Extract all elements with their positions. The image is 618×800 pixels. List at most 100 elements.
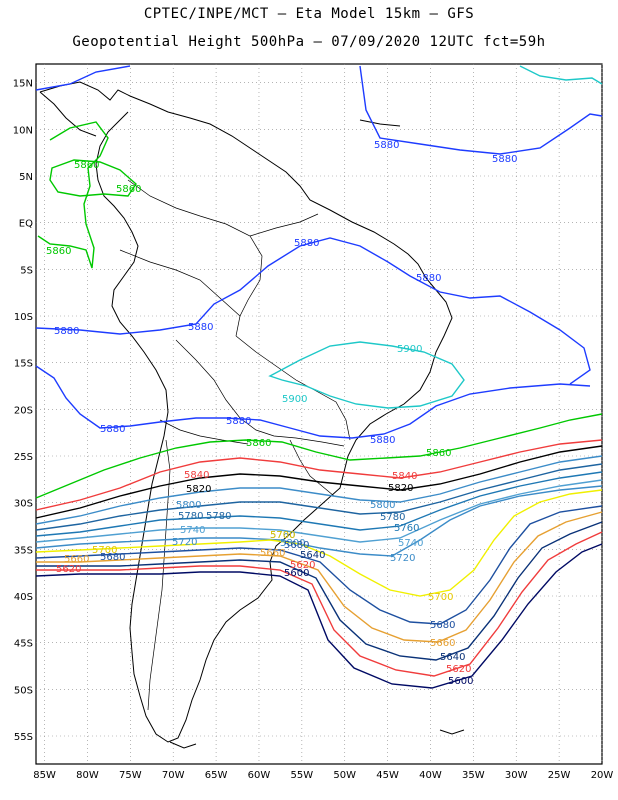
lon-tick-label: 35W [462, 770, 485, 781]
contour-5720 [35, 485, 603, 557]
grid-lines [36, 64, 603, 764]
contour-5760 [35, 471, 603, 537]
lon-tick-label: 50W [333, 770, 356, 781]
label-5680: 5680 [284, 540, 309, 551]
lon-tick-label: 80W [76, 770, 99, 781]
label-5620: 5620 [290, 560, 315, 571]
label-5820: 5820 [388, 483, 413, 494]
label-5740: 5740 [398, 538, 423, 549]
label-5900: 5900 [397, 344, 422, 355]
label-5760: 5760 [270, 530, 295, 541]
label-5620: 5620 [446, 664, 471, 675]
lat-tick-label: 15N [13, 79, 33, 90]
height-contours [35, 65, 603, 689]
label-5700: 5700 [270, 530, 295, 541]
contour-5880-4 [35, 365, 591, 439]
lat-tick-label: 55S [14, 732, 33, 743]
label-5880: 5880 [374, 140, 399, 151]
lon-tick-label: 55W [291, 770, 314, 781]
label-5780: 5780 [206, 511, 231, 522]
lon-tick-label: 70W [162, 770, 185, 781]
lat-tick-label: 5S [20, 265, 33, 276]
label-5660: 5660 [260, 548, 285, 559]
label-5860: 5860 [74, 160, 99, 171]
lat-tick-label: 25S [14, 452, 33, 463]
title-line-2: Geopotential Height 500hPa – 07/09/2020 … [72, 34, 546, 50]
label-5620: 5620 [56, 564, 81, 575]
lat-tick-label: 45S [14, 639, 33, 650]
label-5740: 5740 [180, 525, 205, 536]
contour-5660 [36, 511, 603, 643]
label-5800: 5800 [370, 500, 395, 511]
lat-tick-label: 50S [14, 685, 33, 696]
label-5840: 5840 [392, 471, 417, 482]
lat-tick-label: 20S [14, 405, 33, 416]
label-5880: 5880 [226, 416, 251, 427]
label-5880: 5880 [54, 326, 79, 337]
lon-tick-label: 45W [376, 770, 399, 781]
title-line-1: CPTEC/INPE/MCT – Eta Model 15km – GFS [143, 6, 475, 22]
lon-tick-label: 20W [591, 770, 614, 781]
contour-5780 [35, 463, 603, 531]
label-5860: 5860 [46, 246, 71, 257]
label-5660: 5660 [430, 638, 455, 649]
label-5880: 5880 [188, 322, 213, 333]
contour-5820 [35, 445, 603, 519]
contour-5860-3 [35, 413, 603, 499]
label-5880: 5880 [492, 154, 517, 165]
coastline [39, 81, 465, 749]
label-5800: 5800 [176, 500, 201, 511]
label-5700: 5700 [428, 592, 453, 603]
lon-tick-label: 60W [248, 770, 271, 781]
label-5780: 5780 [380, 512, 405, 523]
contour-5880-1 [35, 65, 131, 91]
label-5760: 5760 [394, 523, 419, 534]
lon-tick-label: 85W [33, 770, 56, 781]
contour-5880-2 [359, 65, 603, 155]
contour-5860-1 [37, 121, 109, 269]
contour-5600 [35, 543, 603, 689]
tick-labels: 15N 10N 5N EQ 5S 10S 15S 20S 25S 30S 35S 40S 45S 50S 5… [13, 79, 614, 781]
lat-tick-label: 15S [14, 359, 33, 370]
label-5860: 5860 [116, 184, 141, 195]
lat-tick-label: 5N [19, 172, 33, 183]
contour-5640 [36, 521, 603, 661]
lat-tick-label: 30S [14, 499, 33, 510]
lat-tick-label: 40S [14, 592, 33, 603]
label-5700: 5700 [92, 545, 117, 556]
lat-tick-label: 10N [13, 125, 33, 136]
label-5680: 5680 [100, 552, 125, 563]
contour-5900-1 [268, 341, 465, 409]
contour-5740 [35, 479, 603, 543]
label-5720: 5720 [390, 553, 415, 564]
contour-5880-3 [35, 237, 591, 385]
label-5780: 5780 [178, 511, 203, 522]
label-5680: 5680 [430, 620, 455, 631]
label-5840: 5840 [184, 470, 209, 481]
label-5800: 5800 [280, 538, 305, 549]
lon-tick-label: 75W [119, 770, 142, 781]
contour-5800 [35, 455, 603, 525]
label-5860: 5860 [426, 448, 451, 459]
label-5880: 5880 [370, 435, 395, 446]
lat-tick-label: 10S [14, 312, 33, 323]
label-5640: 5640 [300, 550, 325, 561]
lon-tick-label: 30W [505, 770, 528, 781]
contour-5860-2 [49, 159, 137, 197]
label-5880: 5880 [294, 238, 319, 249]
label-5880: 5880 [100, 424, 125, 435]
label-5720: 5720 [172, 537, 197, 548]
label-5600: 5600 [448, 676, 473, 687]
label-5820: 5820 [186, 484, 211, 495]
lon-tick-label: 40W [419, 770, 442, 781]
country-borders [119, 179, 351, 711]
lat-tick-label: EQ [19, 219, 33, 230]
lon-tick-label: 65W [205, 770, 228, 781]
label-5860: 5860 [246, 438, 271, 449]
contour-5900-2 [519, 65, 603, 85]
map-frame [35, 63, 603, 765]
lon-tick-label: 25W [548, 770, 571, 781]
label-5880: 5880 [416, 273, 441, 284]
label-5600: 5600 [284, 568, 309, 579]
